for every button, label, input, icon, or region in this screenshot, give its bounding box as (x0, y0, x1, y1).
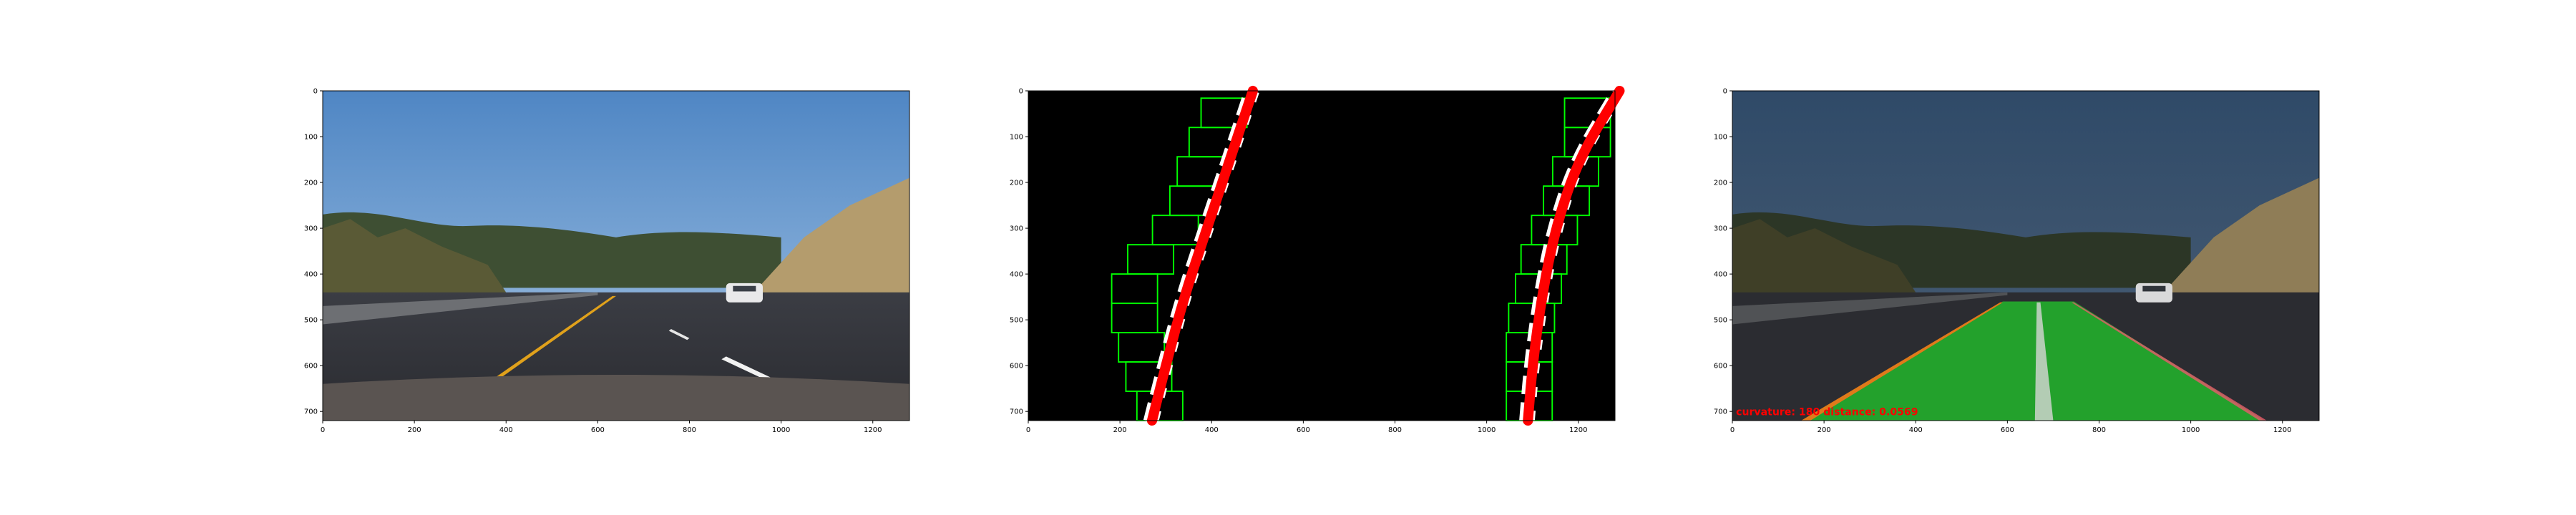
right-lane-fit-line (1523, 85, 1625, 426)
y-tick-label: 700 (304, 408, 318, 416)
x-tick-label: 1200 (1569, 426, 1587, 434)
x-tick-label: 1200 (864, 426, 882, 434)
x-tick-label: 400 (1909, 426, 1923, 434)
y-tick-label: 400 (304, 271, 318, 279)
plot-frame (322, 90, 910, 421)
y-tick-label: 300 (1714, 225, 1727, 233)
left-lane-edge (1801, 302, 2003, 421)
y-tick-label: 0 (1723, 88, 1727, 96)
left-lane-fit-line (1146, 85, 1258, 426)
x-tick-label: 600 (591, 426, 605, 434)
sliding-window-panel (1028, 85, 1626, 426)
x-tick-label: 200 (1818, 426, 1831, 434)
original-image-panel (322, 90, 910, 421)
y-tick-label: 0 (1019, 88, 1023, 96)
x-tick-label: 1000 (2182, 426, 2200, 434)
x-tick-label: 1000 (772, 426, 790, 434)
y-tick-label: 500 (1010, 317, 1023, 325)
right-lane-edge (2072, 302, 2267, 421)
axes-sliding-window: 0 200 400 600 800 1000 1200 0 100 200 300 400 500 600… (1010, 88, 1588, 435)
lane-pixels-left (1143, 89, 1251, 422)
y-tick-label: 100 (1714, 134, 1727, 142)
y-tick-label: 500 (1714, 317, 1727, 325)
y-tick-label: 100 (304, 134, 318, 142)
y-tick-label: 500 (304, 317, 318, 325)
y-tick-label: 400 (1714, 271, 1727, 279)
x-tick-label: 600 (2001, 426, 2014, 434)
y-tick-label: 200 (304, 180, 318, 187)
x-tick-label: 0 (1730, 426, 1735, 434)
x-tick-label: 200 (1113, 426, 1127, 434)
x-tick-label: 800 (2092, 426, 2106, 434)
x-tick-label: 0 (1026, 426, 1030, 434)
lane-overlay-panel: curvature: 180 distance: 0.0569 (1732, 90, 2320, 421)
car-window (2142, 285, 2166, 292)
curvature-distance-label: curvature: 180 distance: 0.0569 (1736, 406, 1918, 418)
car-hood (323, 374, 910, 421)
search-window-left (1127, 244, 1175, 275)
y-tick-label: 700 (1714, 408, 1727, 416)
lane-pixels-right (1519, 89, 1617, 421)
right-lane-dash (668, 328, 690, 340)
binary-background (1028, 91, 1615, 421)
trees (1732, 219, 1916, 306)
x-tick-label: 400 (499, 426, 513, 434)
y-tick-label: 400 (1010, 271, 1023, 279)
y-tick-label: 200 (1714, 180, 1727, 187)
barrier (323, 292, 598, 325)
x-tick-label: 200 (408, 426, 421, 434)
x-tick-label: 0 (321, 426, 325, 434)
y-tick-label: 0 (313, 88, 318, 96)
y-tick-label: 300 (1010, 225, 1023, 233)
x-tick-label: 600 (1297, 426, 1310, 434)
barrier (1732, 292, 2008, 325)
x-tick-label: 800 (683, 426, 696, 434)
y-tick-label: 600 (1010, 363, 1023, 371)
plot-frame (1732, 90, 2320, 421)
x-tick-label: 800 (1388, 426, 1402, 434)
center-stripe (2034, 302, 2054, 421)
lane-fits (1146, 85, 1625, 426)
axes-lane-overlay: 0 200 400 600 800 1000 1200 0 100 200 300 400 500 600… (1714, 88, 2292, 435)
y-tick-label: 600 (304, 363, 318, 371)
x-tick-label: 1200 (2273, 426, 2291, 434)
y-tick-label: 100 (1010, 134, 1023, 142)
x-tick-label: 400 (1205, 426, 1219, 434)
y-tick-label: 600 (1714, 363, 1727, 371)
axes-original: 0 200 400 600 800 1000 1200 0 100 200 300 400 500 600… (304, 88, 882, 435)
car-window (733, 285, 756, 292)
lane-area (1803, 301, 2265, 421)
y-tick-label: 700 (1010, 408, 1023, 416)
trees (323, 219, 507, 306)
plot-frame (1028, 90, 1616, 421)
y-tick-label: 200 (1010, 180, 1023, 187)
y-tick-label: 300 (304, 225, 318, 233)
x-tick-label: 1000 (1478, 426, 1496, 434)
